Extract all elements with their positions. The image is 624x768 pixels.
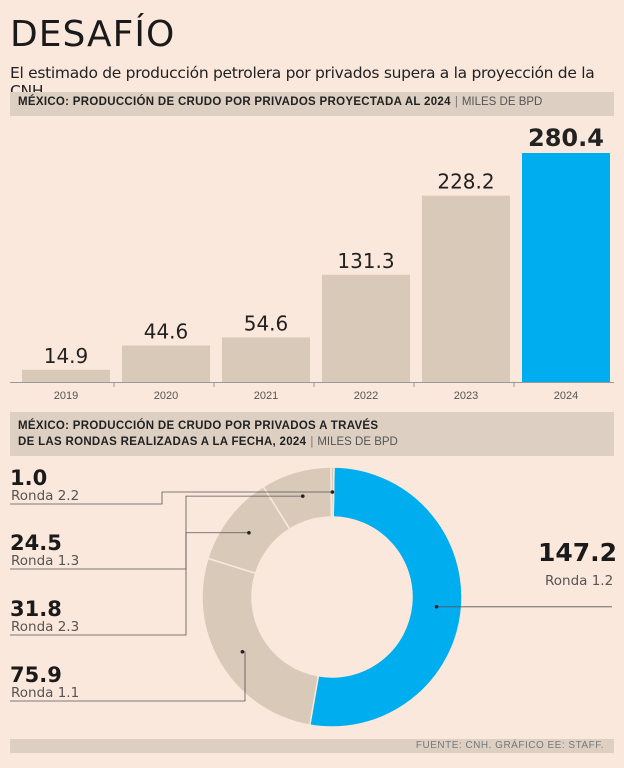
bar-value-label: 54.6 bbox=[244, 311, 289, 335]
bar-2019 bbox=[22, 369, 110, 382]
bar-chart-separator: | bbox=[454, 96, 458, 108]
donut-category-label: Ronda 2.2 bbox=[11, 488, 80, 504]
donut-category-label: Ronda 1.2 bbox=[545, 573, 614, 589]
bar-chart-header: MÉXICO: PRODUCCIÓN DE CRUDO POR PRIVADOS… bbox=[10, 92, 614, 116]
donut-slice-ronda-1-1 bbox=[201, 557, 320, 726]
bar-value-label: 131.3 bbox=[337, 249, 394, 273]
source-note: FUENTE: CNH. GRÁFICO EE: STAFF. bbox=[10, 739, 614, 753]
page-title: DESAFÍO bbox=[10, 14, 176, 55]
donut-slice-ronda-1-2 bbox=[308, 466, 463, 728]
bar-2023 bbox=[422, 195, 510, 382]
pie-chart-unit: MILES DE BPD bbox=[317, 436, 398, 448]
x-tick-label: 2020 bbox=[154, 390, 178, 402]
bar-2021 bbox=[222, 337, 310, 382]
donut-value-label: 75.9 bbox=[10, 663, 62, 687]
leader-line bbox=[10, 532, 249, 636]
bar-chart-title: MÉXICO: PRODUCCIÓN DE CRUDO POR PRIVADOS… bbox=[18, 96, 451, 108]
bar-chart-unit: MILES DE BPD bbox=[461, 96, 543, 108]
pie-chart-header: MÉXICO: PRODUCCIÓN DE CRUDO POR PRIVADOS… bbox=[10, 412, 614, 456]
donut-category-label: Ronda 1.1 bbox=[11, 685, 80, 701]
donut-value-label: 147.2 bbox=[538, 538, 618, 567]
donut-value-label: 1.0 bbox=[10, 466, 48, 490]
pie-chart-title-line1: MÉXICO: PRODUCCIÓN DE CRUDO POR PRIVADOS… bbox=[18, 420, 379, 432]
leader-line bbox=[10, 491, 333, 505]
pie-chart-separator: | bbox=[310, 436, 314, 448]
donut-category-label: Ronda 1.3 bbox=[11, 553, 80, 569]
donut-category-label: Ronda 2.3 bbox=[11, 619, 80, 635]
leader-dot bbox=[434, 604, 439, 609]
leader-dot bbox=[330, 490, 335, 494]
x-tick-label: 2023 bbox=[454, 390, 478, 402]
bar-value-label: 280.4 bbox=[528, 124, 604, 152]
leader-dot bbox=[240, 649, 245, 654]
x-tick-label: 2024 bbox=[554, 390, 578, 402]
donut-value-label: 24.5 bbox=[10, 531, 62, 555]
bar-2022 bbox=[322, 274, 410, 382]
bar-2024 bbox=[522, 153, 610, 382]
x-tick-label: 2021 bbox=[254, 390, 278, 402]
pie-chart-title-line2: DE LAS RONDAS REALIZADAS A LA FECHA, 202… bbox=[18, 436, 307, 448]
bar-value-label: 14.9 bbox=[44, 344, 89, 368]
leader-dot bbox=[300, 494, 305, 498]
bar-chart: 14.9 2019 44.6 2020 54.6 2021 131.3 2022 228.2 20… bbox=[10, 124, 614, 402]
x-tick-label: 2019 bbox=[54, 390, 78, 402]
bar-value-label: 228.2 bbox=[437, 170, 494, 194]
bar-value-label: 44.6 bbox=[144, 320, 189, 344]
donut-value-label: 31.8 bbox=[10, 597, 62, 621]
x-tick-label: 2022 bbox=[354, 390, 378, 402]
bar-2020 bbox=[122, 345, 210, 382]
leader-dot bbox=[247, 530, 251, 535]
